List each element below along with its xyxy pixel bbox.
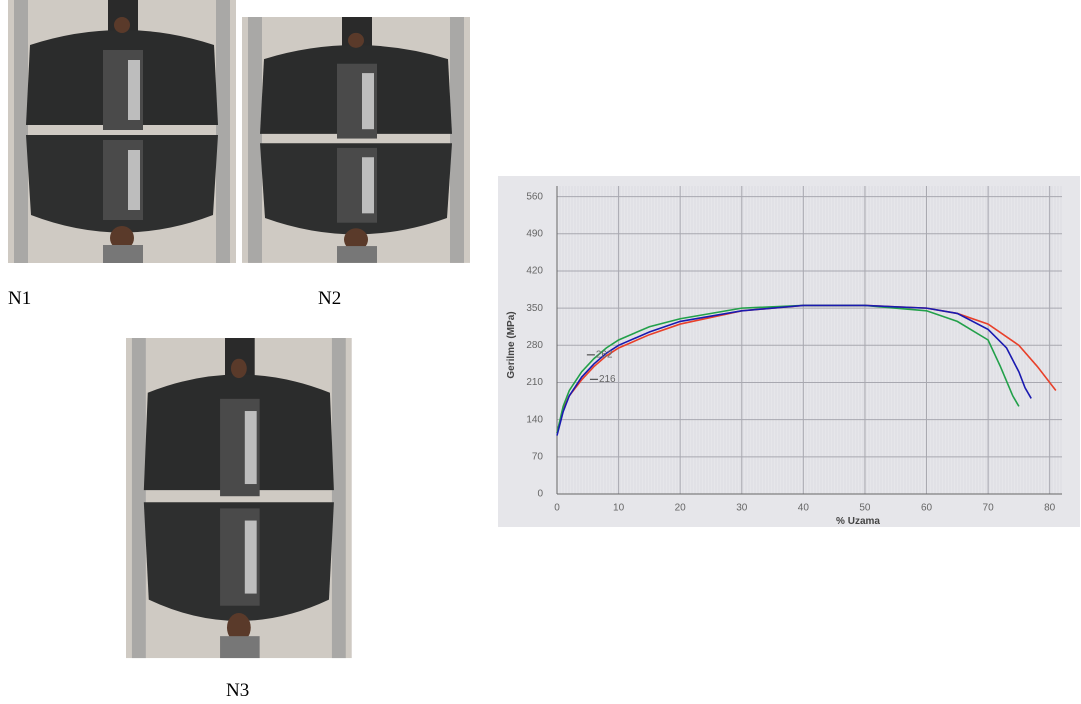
y-tick-label: 140 bbox=[526, 414, 543, 425]
x-tick-label: 10 bbox=[613, 503, 625, 514]
x-tick-label: 30 bbox=[736, 503, 748, 514]
y-tick-label: 280 bbox=[526, 340, 543, 351]
annotation: 262 bbox=[596, 350, 613, 361]
y-tick-label: 210 bbox=[526, 377, 543, 388]
y-tick-label: 350 bbox=[526, 303, 543, 314]
x-tick-label: 40 bbox=[798, 503, 810, 514]
x-tick-label: 80 bbox=[1044, 503, 1056, 514]
x-tick-label: 70 bbox=[983, 503, 995, 514]
x-axis-label: % Uzama bbox=[836, 516, 880, 527]
data-line bbox=[556, 304, 1020, 434]
photo-n2 bbox=[242, 17, 470, 263]
y-tick-label: 490 bbox=[526, 228, 543, 239]
x-tick-label: 0 bbox=[554, 503, 560, 514]
chart: 0 70 140 210 280 350 420 490 560 0 10 20 30 40 50 60 70 8… bbox=[526, 186, 1062, 514]
x-tick-label: 60 bbox=[921, 503, 933, 514]
x-tick-label: 50 bbox=[859, 503, 871, 514]
caption: N3 bbox=[226, 680, 249, 701]
y-axis-label: Gerilme (MPa) bbox=[506, 311, 517, 378]
caption: N1 bbox=[8, 288, 31, 309]
y-tick-label: 70 bbox=[532, 451, 544, 462]
y-tick-label: 420 bbox=[526, 266, 543, 277]
y-tick-label: 560 bbox=[526, 191, 543, 202]
data-line bbox=[556, 304, 1032, 436]
photo-n3 bbox=[126, 338, 352, 659]
y-tick-label: 0 bbox=[537, 489, 543, 500]
caption: N2 bbox=[318, 288, 341, 309]
photo-n1 bbox=[8, 0, 236, 263]
annotation: 216 bbox=[599, 374, 616, 385]
x-tick-label: 20 bbox=[675, 503, 687, 514]
